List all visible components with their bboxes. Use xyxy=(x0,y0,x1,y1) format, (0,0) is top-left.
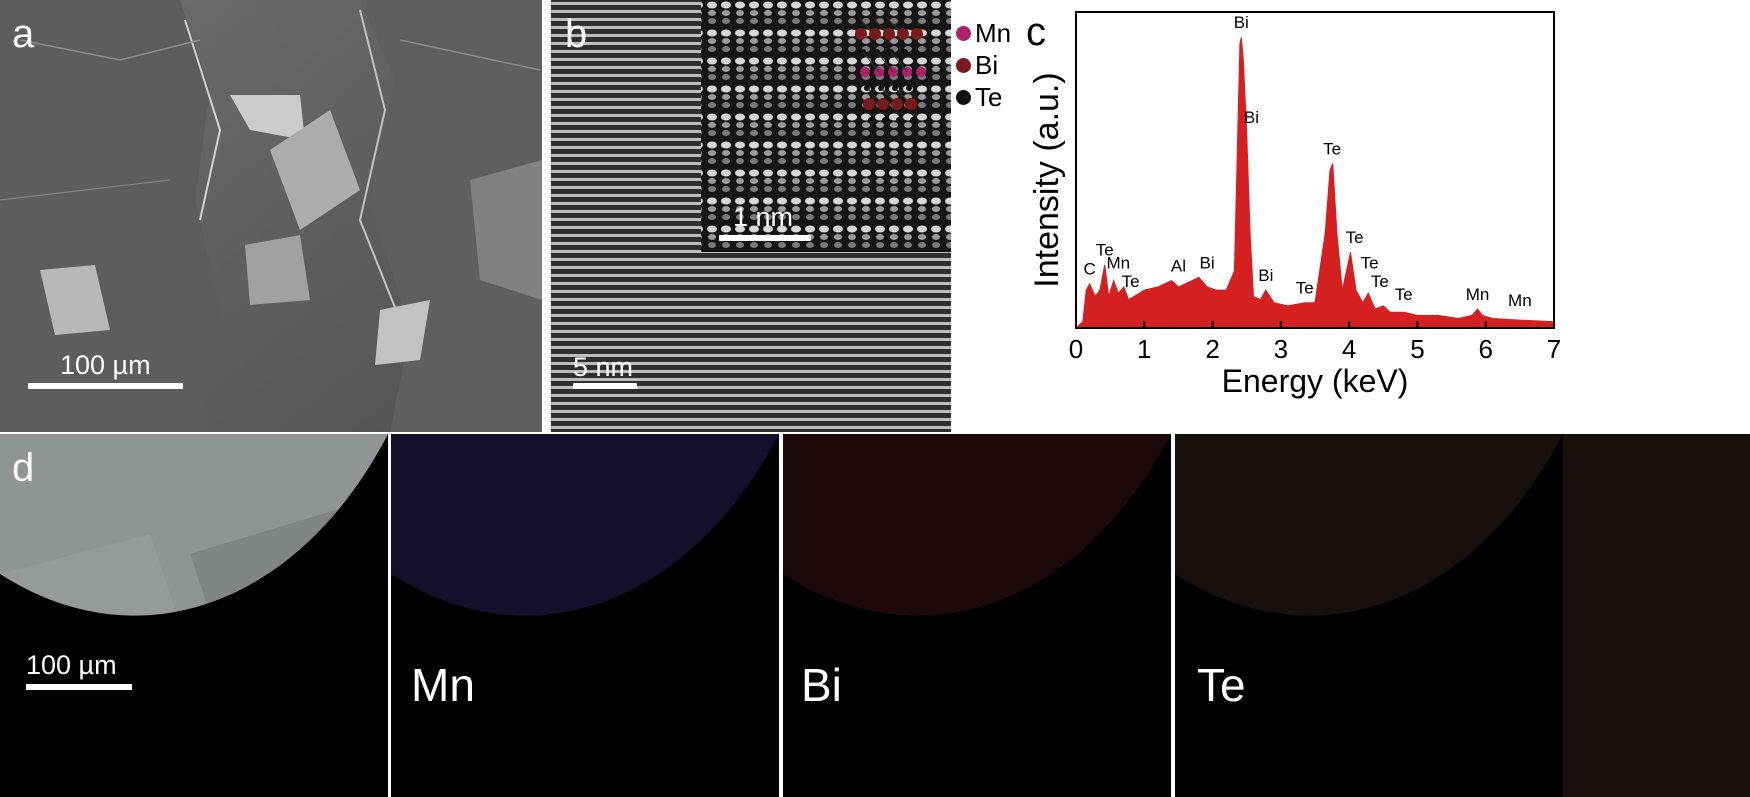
eds-map-mn: Mn xyxy=(391,434,779,797)
eds-map-te: Te xyxy=(1175,434,1750,797)
peak-label: Al xyxy=(1171,256,1186,275)
inset-scale-bar-label: 1 nm xyxy=(733,202,794,232)
scale-bar-b xyxy=(573,383,637,389)
panel-b-stem-image: b 1 nm 5 nm xyxy=(551,0,951,432)
scale-bar-label-a: 100 µm xyxy=(60,350,151,380)
panel-label-b: b xyxy=(565,12,588,56)
peak-label: Bi xyxy=(1234,13,1249,32)
peak-label: Te xyxy=(1296,279,1314,298)
sem-region xyxy=(0,434,388,797)
peak-label: Te xyxy=(1323,140,1341,159)
scale-bar-label-b: 5 nm xyxy=(573,352,634,382)
scale-bar-a xyxy=(28,383,183,389)
x-axis-label: Energy (keV) xyxy=(1222,363,1409,399)
map-label-mn: Mn xyxy=(411,659,475,711)
peak-label: Bi xyxy=(1258,266,1273,285)
scale-bar-label-d: 100 µm xyxy=(26,650,117,680)
x-tick-label: 0 xyxy=(1069,334,1083,364)
panel-c-eds-spectrum: c 0 1 2 3 4 5 6 7 Energy (keV) Intensity (a.u.) C T… xyxy=(1010,0,1750,432)
x-tick-label: 4 xyxy=(1342,334,1356,364)
map-label-bi: Bi xyxy=(801,659,842,711)
peak-label: Mn xyxy=(1107,253,1131,272)
peak-label: Te xyxy=(1361,253,1379,272)
te-dot-icon xyxy=(956,89,971,105)
peak-label: Te xyxy=(1371,272,1389,291)
eds-map-bi: Bi xyxy=(783,434,1171,797)
peak-label: Te xyxy=(1122,272,1140,291)
sem-flake-texture xyxy=(0,0,542,432)
peak-label: Te xyxy=(1346,228,1364,247)
peak-label: Bi xyxy=(1244,108,1259,127)
scale-bar-d xyxy=(26,684,132,690)
peak-label: Mn xyxy=(1466,285,1490,304)
legend-label-bi: Bi xyxy=(975,50,999,80)
legend-item-te: Te xyxy=(956,84,1002,110)
panel-label-d: d xyxy=(12,446,35,490)
x-tick-label: 7 xyxy=(1547,334,1561,364)
legend-label-te: Te xyxy=(975,82,1003,112)
x-tick-label: 3 xyxy=(1274,334,1288,364)
x-tick-label: 6 xyxy=(1478,334,1492,364)
y-axis-label: Intensity (a.u.) xyxy=(1028,72,1066,287)
x-tick-label: 2 xyxy=(1205,334,1219,364)
peak-label: Te xyxy=(1096,241,1114,260)
x-tick-label: 1 xyxy=(1137,334,1151,364)
panel-a-sem-image: a 100 µm xyxy=(0,0,542,432)
map-label-te: Te xyxy=(1197,659,1246,711)
panel-label-c: c xyxy=(1026,10,1046,54)
peak-label: Bi xyxy=(1200,253,1215,272)
peak-label: Te xyxy=(1395,285,1413,304)
legend-item-mn: Mn xyxy=(956,20,1011,46)
stem-lattice-fringes xyxy=(551,0,951,432)
peak-label: Mn xyxy=(1508,291,1532,310)
panel-label-a: a xyxy=(12,12,35,56)
map-shadow-bi xyxy=(783,434,1171,797)
map-shadow-mn xyxy=(391,434,779,797)
x-tick-label: 5 xyxy=(1410,334,1424,364)
bi-dot-icon xyxy=(956,57,971,73)
panel-d-sem-image: d 100 µm xyxy=(0,434,388,797)
peak-label: C xyxy=(1084,260,1096,279)
crystal-structure-model xyxy=(855,15,926,123)
plot-frame xyxy=(1075,11,1555,329)
legend-item-bi: Bi xyxy=(956,52,998,78)
mn-dot-icon xyxy=(956,25,971,41)
legend-label-mn: Mn xyxy=(975,18,1012,48)
spectrum-area xyxy=(1074,37,1555,329)
inset-scale-bar xyxy=(719,235,811,241)
map-shadow-te xyxy=(1175,434,1563,797)
